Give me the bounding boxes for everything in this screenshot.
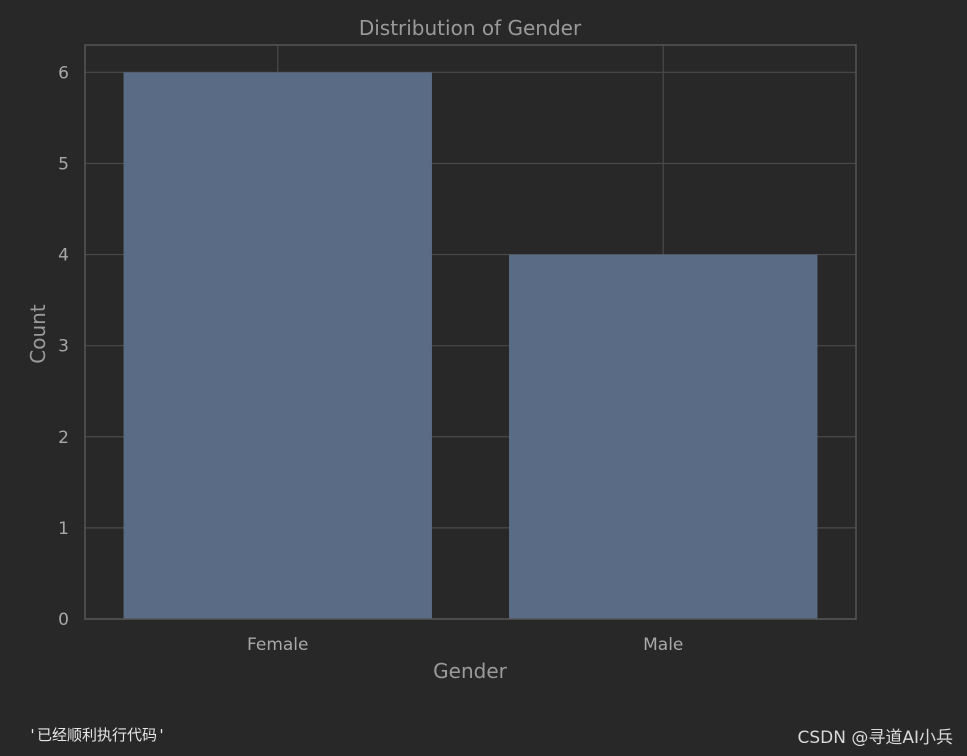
watermark: CSDN @寻道AI小兵 bbox=[797, 728, 953, 748]
bar-female bbox=[123, 72, 432, 620]
y-tick-labels: 0 1 2 3 4 5 6 bbox=[58, 63, 69, 630]
x-axis-title: Gender bbox=[433, 659, 507, 683]
y-tick-label: 5 bbox=[58, 154, 69, 174]
bars bbox=[123, 72, 818, 620]
chart-title: Distribution of Gender bbox=[359, 16, 582, 40]
x-tick-labels: Female Male bbox=[247, 635, 683, 655]
y-tick-label: 4 bbox=[58, 246, 69, 266]
y-axis-title: Count bbox=[26, 304, 50, 364]
execution-output: '已经顺利执行代码' bbox=[28, 726, 167, 744]
plot-frame bbox=[84, 44, 857, 620]
y-tick-label: 3 bbox=[58, 337, 69, 357]
y-tick-label: 2 bbox=[58, 428, 69, 448]
x-tick-label: Male bbox=[643, 635, 683, 655]
y-tick-label: 6 bbox=[58, 63, 69, 83]
bar-male bbox=[509, 254, 818, 620]
y-tick-label: 0 bbox=[58, 610, 69, 630]
x-tick-label: Female bbox=[247, 635, 308, 655]
y-tick-label: 1 bbox=[58, 519, 69, 539]
